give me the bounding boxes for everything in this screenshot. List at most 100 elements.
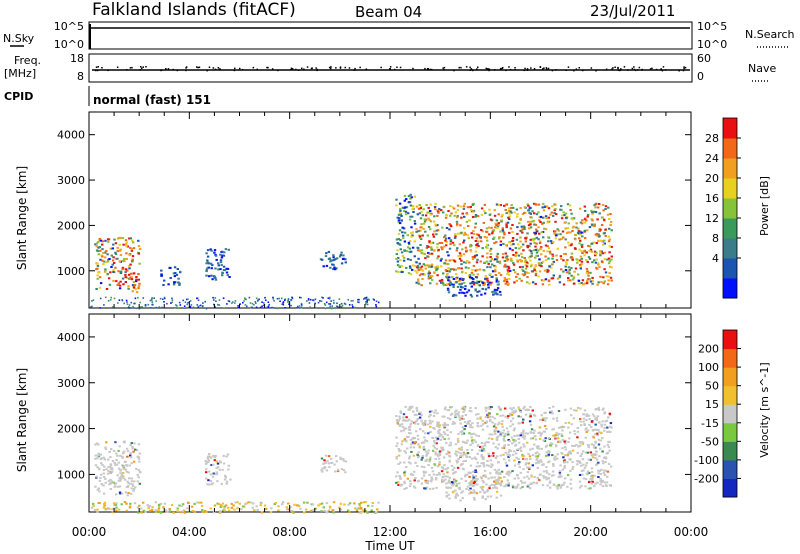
data-cell bbox=[414, 421, 417, 424]
data-cell bbox=[103, 504, 106, 507]
data-cell bbox=[317, 504, 320, 507]
data-cell bbox=[472, 273, 475, 276]
data-cell bbox=[599, 252, 602, 255]
data-cell bbox=[336, 468, 340, 471]
data-cell bbox=[520, 252, 523, 255]
data-cell bbox=[490, 406, 493, 408]
data-cell bbox=[592, 436, 595, 439]
data-cell bbox=[554, 237, 558, 240]
data-cell bbox=[524, 413, 528, 416]
data-cell bbox=[410, 226, 413, 229]
data-cell bbox=[431, 420, 434, 423]
data-cell bbox=[342, 469, 346, 472]
data-cell bbox=[132, 460, 136, 463]
data-cell bbox=[565, 232, 569, 234]
data-cell bbox=[137, 296, 139, 299]
data-cell bbox=[587, 446, 590, 449]
data-cell bbox=[446, 417, 450, 420]
data-cell bbox=[547, 450, 550, 452]
data-cell bbox=[334, 470, 337, 473]
data-cell bbox=[357, 298, 359, 301]
data-cell bbox=[584, 428, 587, 431]
data-cell bbox=[486, 247, 489, 250]
data-cell bbox=[435, 438, 439, 441]
data-cell bbox=[580, 282, 583, 284]
nave-dot bbox=[97, 66, 99, 68]
data-cell bbox=[526, 246, 529, 249]
data-cell bbox=[532, 432, 536, 434]
data-cell bbox=[399, 248, 402, 251]
data-cell bbox=[271, 306, 274, 309]
data-cell bbox=[561, 447, 564, 450]
data-cell bbox=[583, 282, 586, 285]
data-cell bbox=[599, 275, 602, 278]
nave-dot bbox=[101, 67, 103, 69]
data-cell bbox=[137, 469, 141, 472]
data-cell bbox=[568, 431, 572, 434]
data-cell bbox=[462, 207, 466, 210]
data-cell bbox=[552, 274, 555, 277]
data-cell bbox=[109, 299, 112, 301]
data-cell bbox=[497, 224, 500, 227]
data-cell bbox=[322, 462, 325, 465]
colorbar-segment bbox=[723, 385, 737, 405]
data-cell bbox=[408, 457, 411, 460]
data-cell bbox=[551, 262, 554, 265]
data-cell bbox=[320, 502, 324, 505]
data-cell bbox=[214, 254, 218, 257]
data-cell bbox=[552, 428, 555, 431]
nave-dot bbox=[212, 67, 215, 69]
data-cell bbox=[484, 475, 488, 478]
data-cell bbox=[444, 423, 447, 426]
data-cell bbox=[494, 426, 498, 429]
data-cell bbox=[397, 219, 401, 222]
data-cell bbox=[555, 445, 558, 448]
data-cell bbox=[406, 246, 410, 249]
data-cell bbox=[509, 269, 512, 272]
data-cell bbox=[603, 280, 606, 283]
data-cell bbox=[231, 302, 233, 304]
data-cell bbox=[591, 280, 594, 282]
data-cell bbox=[529, 226, 533, 229]
data-cell bbox=[93, 508, 97, 511]
data-cell bbox=[209, 473, 213, 476]
data-cell bbox=[137, 245, 141, 248]
data-cell bbox=[445, 441, 448, 444]
data-cell bbox=[476, 273, 480, 276]
data-cell bbox=[576, 430, 580, 433]
data-cell bbox=[234, 501, 237, 504]
data-cell bbox=[119, 478, 123, 481]
data-cell bbox=[233, 508, 236, 511]
data-cell bbox=[523, 437, 526, 440]
data-cell bbox=[601, 252, 605, 255]
data-cell bbox=[223, 307, 225, 309]
data-cell bbox=[126, 480, 129, 483]
data-cell bbox=[521, 265, 524, 268]
data-cell bbox=[587, 278, 590, 281]
data-cell bbox=[325, 264, 329, 267]
data-cell bbox=[422, 208, 425, 211]
data-cell bbox=[534, 256, 537, 259]
data-cell bbox=[479, 416, 482, 419]
data-cell bbox=[362, 509, 365, 512]
data-cell bbox=[332, 256, 335, 259]
data-cell bbox=[534, 223, 538, 226]
data-cell bbox=[571, 466, 575, 469]
data-cell bbox=[510, 243, 513, 246]
data-cell bbox=[443, 245, 446, 248]
data-cell bbox=[288, 303, 290, 305]
nave-label: Nave bbox=[748, 62, 776, 75]
data-cell bbox=[256, 508, 259, 511]
data-cell bbox=[528, 467, 531, 470]
data-cell bbox=[442, 431, 446, 434]
data-cell bbox=[440, 265, 443, 268]
data-cell bbox=[134, 297, 137, 300]
data-cell bbox=[94, 457, 97, 460]
data-cell bbox=[222, 509, 225, 512]
data-cell bbox=[124, 491, 128, 494]
data-cell bbox=[225, 267, 228, 270]
data-cell bbox=[446, 274, 449, 277]
data-cell bbox=[186, 298, 188, 301]
data-cell bbox=[527, 227, 531, 230]
data-cell bbox=[460, 254, 463, 257]
